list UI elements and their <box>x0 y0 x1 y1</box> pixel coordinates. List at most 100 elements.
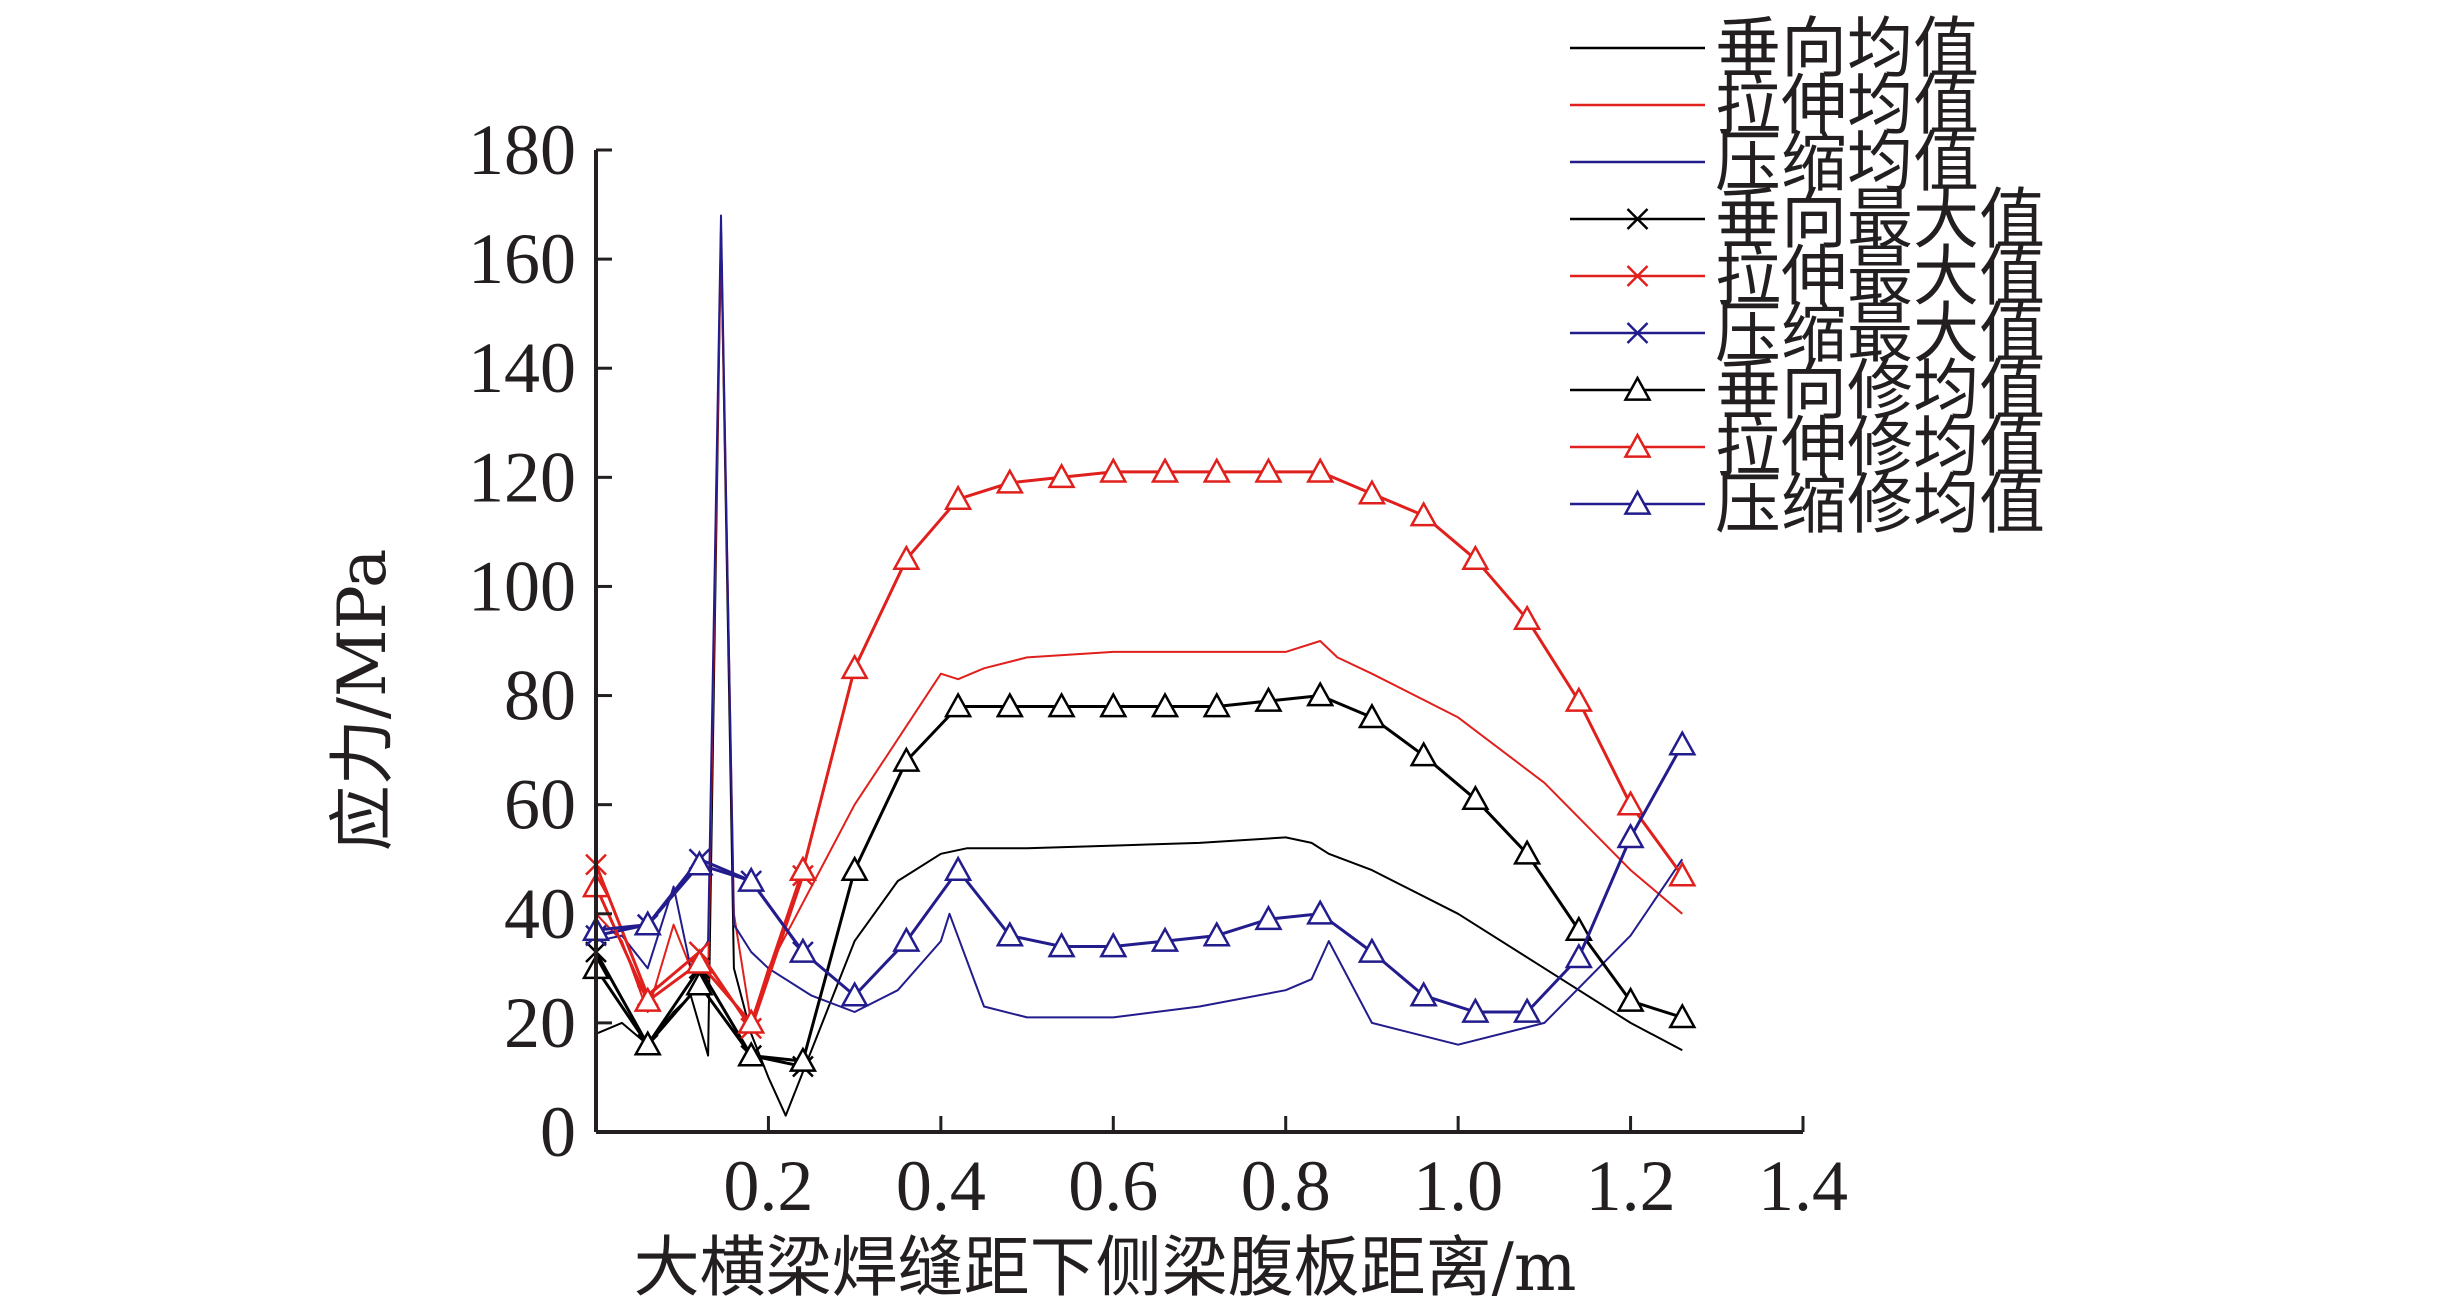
data-point <box>737 1008 766 1034</box>
legend-label: 垂向最大值 <box>1715 181 2045 258</box>
data-point <box>1512 997 1542 1023</box>
data-point <box>685 970 714 996</box>
data-point <box>995 691 1024 718</box>
data-point <box>633 1030 662 1056</box>
legend-item: 垂向最大值 <box>1570 181 2045 258</box>
data-point <box>788 855 818 881</box>
data-point <box>840 653 869 680</box>
x-tick-label: 0.2 <box>723 1146 813 1226</box>
data-point <box>788 1046 818 1072</box>
data-point <box>1409 500 1438 527</box>
y-tick-label: 20 <box>504 983 576 1063</box>
x-tick-label: 1.4 <box>1758 1146 1848 1226</box>
series-1 <box>595 230 1683 1117</box>
data-point <box>1564 915 1593 941</box>
data-point <box>1047 691 1076 718</box>
legend-marker <box>1623 375 1652 401</box>
y-tick-label: 40 <box>504 874 576 954</box>
data-point <box>1254 904 1283 931</box>
data-point <box>1306 457 1335 483</box>
legend-item: 拉伸均值 <box>1570 67 1979 144</box>
series-line <box>595 743 1684 1014</box>
data-point <box>995 468 1024 494</box>
x-axis-title: 大横梁焊缝距下侧梁腹板距离/m <box>634 1229 1577 1305</box>
y-tick-label: 140 <box>468 328 576 408</box>
data-point <box>1409 981 1438 1007</box>
axes-group <box>594 150 1803 1134</box>
data-point <box>840 981 869 1007</box>
data-point <box>892 926 921 952</box>
y-tick-label: 100 <box>468 546 576 626</box>
data-point <box>840 855 869 881</box>
series-8 <box>581 457 1697 1034</box>
x-tick-label: 0.4 <box>896 1146 986 1226</box>
data-point <box>1512 839 1542 865</box>
legend-item: 垂向修均值 <box>1570 352 2045 429</box>
legend-item: 拉伸最大值 <box>1570 238 2045 315</box>
data-point <box>1668 1002 1697 1029</box>
data-point <box>685 850 714 876</box>
data-point <box>1564 942 1593 969</box>
data-point <box>1254 457 1283 483</box>
data-point <box>1202 691 1231 718</box>
data-point <box>892 746 921 772</box>
data-point <box>892 544 921 571</box>
legend-label: 垂向均值 <box>1715 10 1979 87</box>
series-line <box>595 214 1684 1046</box>
data-point <box>1150 926 1180 952</box>
data-point <box>1150 457 1180 483</box>
y-tick-label: 160 <box>468 219 576 299</box>
series-line <box>595 230 1683 1117</box>
y-tick-label: 80 <box>504 656 576 736</box>
data-point <box>1254 686 1283 712</box>
legend-item: 压缩修均值 <box>1570 466 2045 543</box>
series-line <box>594 864 805 1030</box>
series-9 <box>581 730 1697 1023</box>
data-point <box>1306 680 1335 707</box>
data-point <box>788 937 818 963</box>
legend-label: 压缩修均值 <box>1715 466 2045 543</box>
y-tick-group: 0 20 40 60 80 100 120 140 160 180 <box>468 110 612 1172</box>
legend-label: 拉伸修均值 <box>1715 409 2045 486</box>
data-point <box>1616 986 1645 1012</box>
legend-marker <box>1623 432 1652 458</box>
legend-marker <box>1623 489 1652 515</box>
legend-item: 拉伸修均值 <box>1570 409 2045 486</box>
series-line <box>594 470 1684 1025</box>
legend-marker <box>1626 265 1649 287</box>
data-point <box>1616 790 1645 816</box>
data-point <box>1668 861 1697 887</box>
data-point <box>1512 604 1542 631</box>
legend-item: 压缩均值 <box>1570 124 1979 201</box>
x-tick-label: 1.2 <box>1586 1146 1676 1226</box>
data-point <box>943 691 973 718</box>
data-point <box>1461 544 1490 571</box>
series-line <box>594 694 1683 1063</box>
legend-label: 压缩均值 <box>1715 124 1979 201</box>
plot-series-group <box>581 214 1697 1117</box>
data-point <box>1668 730 1697 756</box>
legend-marker <box>1626 322 1649 344</box>
data-point <box>1099 457 1128 483</box>
y-axis-title: 应力/MPa <box>324 549 401 852</box>
legend-label: 压缩最大值 <box>1715 295 2045 372</box>
x-tick-label: 0.8 <box>1241 1146 1331 1226</box>
legend-item: 垂向均值 <box>1570 10 1979 87</box>
data-point <box>685 948 714 974</box>
data-point <box>1306 899 1335 925</box>
x-tick-label: 0.6 <box>1068 1146 1158 1226</box>
data-point <box>633 910 662 936</box>
data-point <box>1357 937 1387 963</box>
data-point <box>1409 740 1438 767</box>
legend-label: 拉伸最大值 <box>1715 238 2045 315</box>
data-point <box>995 921 1024 947</box>
x-tick-group: 0.2 0.4 0.6 0.8 1.0 1.2 1.4 <box>723 1116 1848 1226</box>
legend-marker <box>1626 208 1649 230</box>
data-point <box>1150 691 1180 718</box>
legend: 垂向均值拉伸均值压缩均值垂向最大值拉伸最大值压缩最大值垂向修均值拉伸修均值压缩修… <box>1570 10 2045 543</box>
data-point <box>1047 462 1076 489</box>
data-point <box>1099 691 1128 718</box>
data-point <box>1202 457 1231 483</box>
x-tick-label: 1.0 <box>1413 1146 1503 1226</box>
y-tick-label: 60 <box>504 765 576 845</box>
